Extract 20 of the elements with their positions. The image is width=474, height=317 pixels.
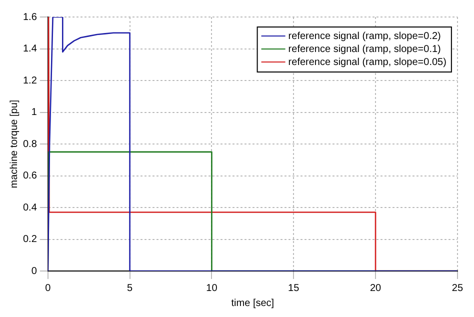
y-tick-label: 0.6 xyxy=(22,170,38,182)
x-tick-label: 10 xyxy=(206,282,218,294)
legend-label: reference signal (ramp, slope=0.2) xyxy=(288,30,441,42)
x-tick-label: 15 xyxy=(288,282,300,294)
x-tick-label: 5 xyxy=(127,282,134,294)
x-tick-label: 20 xyxy=(370,282,382,294)
y-tick-label: 0.4 xyxy=(22,202,38,214)
x-tick-label: 25 xyxy=(452,282,464,294)
y-axis-title: machine torque [pu] xyxy=(8,100,20,188)
y-tick-label: 1.2 xyxy=(22,75,38,86)
y-tick-label: 0 xyxy=(31,266,38,277)
x-tick-label: 0 xyxy=(45,282,52,294)
legend-label: reference signal (ramp, slope=0.1) xyxy=(288,44,441,55)
y-tick-label: 0.8 xyxy=(22,138,38,150)
y-tick-label: 0.2 xyxy=(22,234,38,245)
legend-label: reference signal (ramp, slope=0.05) xyxy=(288,56,446,68)
y-tick-label: 1.4 xyxy=(22,44,38,54)
y-tick-label: 1.6 xyxy=(22,12,38,23)
y-tick-label: 1 xyxy=(31,107,38,118)
x-axis-title: time [sec] xyxy=(231,298,274,309)
